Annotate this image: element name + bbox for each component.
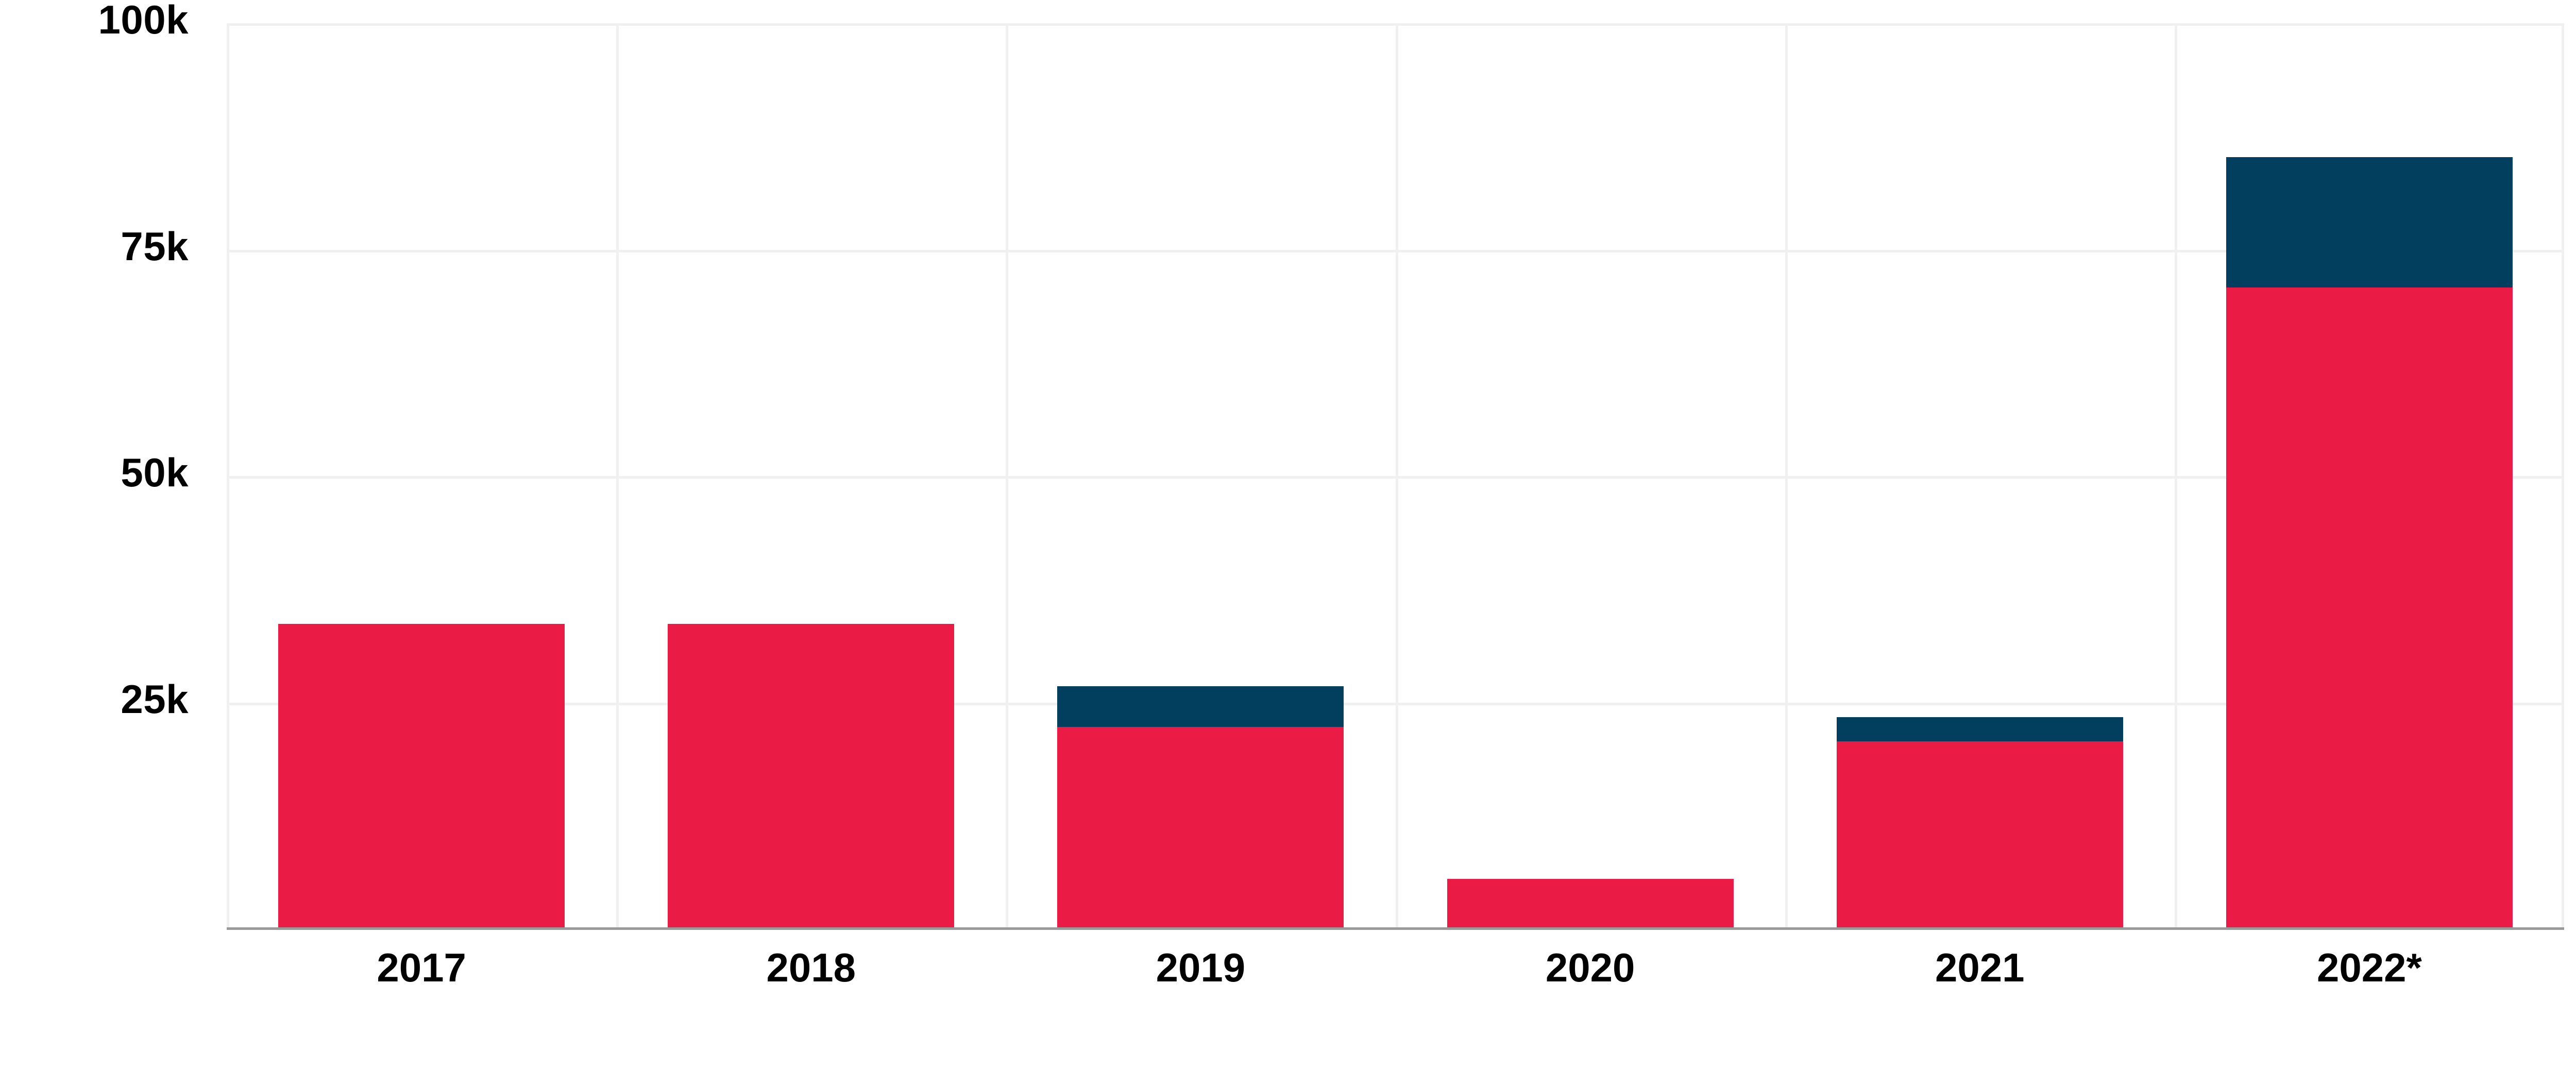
x-tick-label-2022star: 2022* bbox=[2316, 945, 2422, 990]
bar-segment-secondary[interactable] bbox=[1057, 686, 1344, 727]
bar-group[interactable] bbox=[1057, 686, 1344, 929]
bar-segment-primary[interactable] bbox=[1057, 726, 1344, 929]
y-tick-label-50k: 50k bbox=[121, 450, 189, 495]
bar-segment-secondary[interactable] bbox=[2226, 157, 2513, 288]
bar-group[interactable] bbox=[1447, 879, 1734, 929]
y-tick-label-75k: 75k bbox=[121, 223, 189, 269]
x-tick-label-2017: 2017 bbox=[377, 945, 466, 990]
gridline-vertical bbox=[1395, 23, 1398, 929]
x-axis-line bbox=[227, 927, 2564, 930]
bar-segment-primary[interactable] bbox=[668, 623, 955, 929]
gridline-vertical bbox=[1006, 23, 1009, 929]
y-tick-label-100k: 100k bbox=[98, 0, 189, 42]
x-tick-label-2018: 2018 bbox=[766, 945, 856, 990]
bar-segment-primary[interactable] bbox=[1447, 879, 1734, 929]
plot-area bbox=[227, 23, 2564, 929]
x-tick-label-2020: 2020 bbox=[1545, 945, 1635, 990]
gridline-vertical bbox=[227, 23, 229, 929]
y-tick-label-25k: 25k bbox=[121, 676, 189, 722]
bar-segment-primary[interactable] bbox=[1836, 741, 2123, 929]
bar-segment-primary[interactable] bbox=[278, 623, 565, 929]
bar-segment-secondary[interactable] bbox=[1836, 717, 2123, 742]
bar-group[interactable] bbox=[668, 623, 955, 929]
gridline-vertical bbox=[2174, 23, 2177, 929]
bar-group[interactable] bbox=[278, 623, 565, 929]
bar-segment-primary[interactable] bbox=[2226, 287, 2513, 929]
gridline-vertical bbox=[616, 23, 619, 929]
y-axis: 100k 75k 50k 25k bbox=[0, 0, 206, 1069]
gridline-vertical bbox=[2562, 23, 2564, 929]
bar-group[interactable] bbox=[1836, 717, 2123, 929]
bar-group[interactable] bbox=[2226, 157, 2513, 929]
gridline-vertical bbox=[1785, 23, 1788, 929]
x-tick-label-2021: 2021 bbox=[1935, 945, 2025, 990]
x-tick-label-2019: 2019 bbox=[1156, 945, 1246, 990]
x-axis: 2017 2018 2019 2020 2021 2022* bbox=[227, 943, 2564, 1020]
